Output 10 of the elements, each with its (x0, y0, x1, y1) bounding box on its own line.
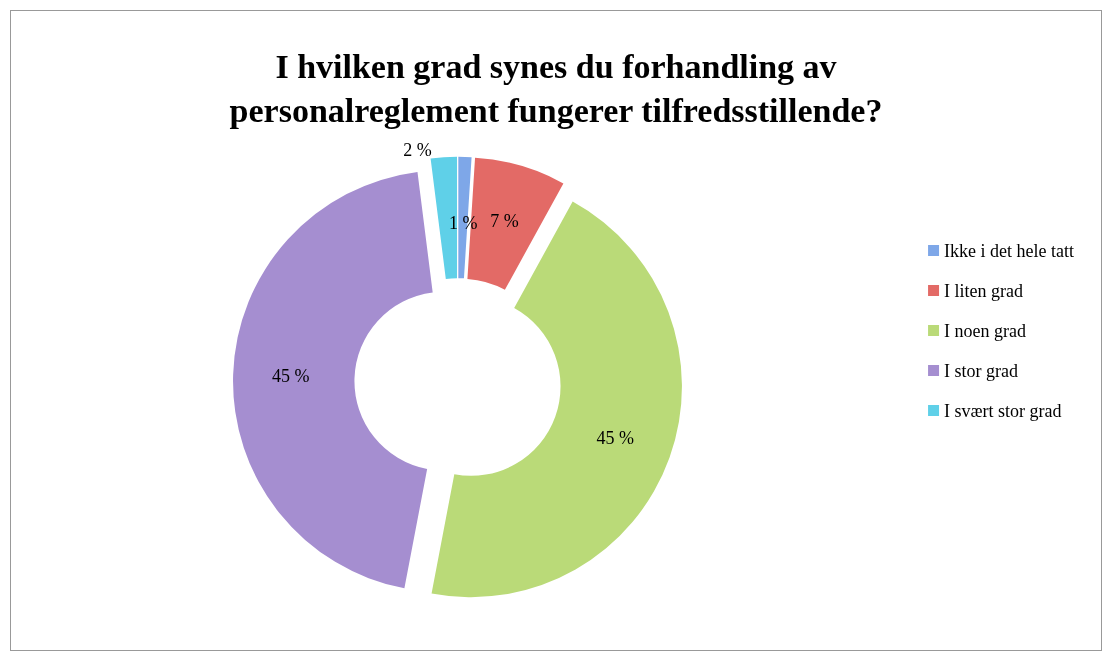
legend-label: Ikke i det hele tatt (944, 240, 1075, 261)
legend-label: I stor grad (944, 360, 1019, 381)
data-label: 2 % (403, 139, 432, 160)
legend-label: I svært stor grad (944, 400, 1062, 421)
data-label: 45 % (272, 366, 310, 387)
legend-label: I liten grad (944, 280, 1024, 301)
legend-label: I noen grad (944, 320, 1027, 341)
data-label: 7 % (490, 211, 519, 232)
data-label: 45 % (596, 428, 634, 449)
chart-title: I hvilken grad synes du forhandling av personalreglement fungerer tilfredsstillende? (229, 47, 883, 129)
